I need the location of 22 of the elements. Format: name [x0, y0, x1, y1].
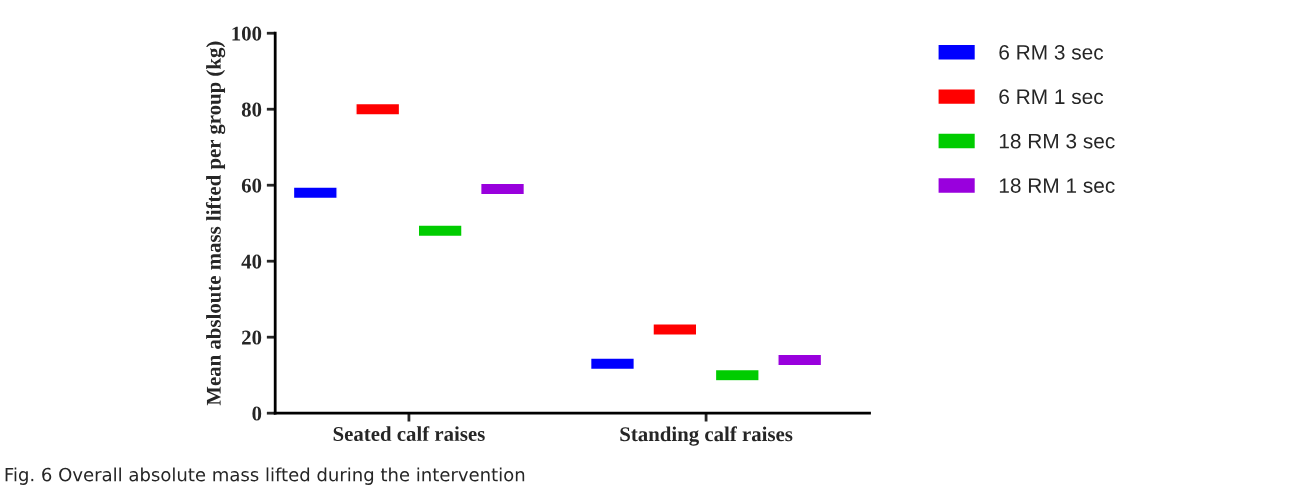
- bar: [777, 353, 823, 367]
- bar: [652, 323, 698, 336]
- y-tick-label: 0: [252, 406, 262, 421]
- bar: [714, 368, 760, 382]
- y-tick-label: 20: [242, 330, 262, 345]
- bar: [589, 357, 636, 371]
- y-tick-label: 80: [241, 102, 262, 117]
- bar: [292, 186, 338, 200]
- legend-label: 18 RM 1 sec: [999, 178, 1115, 193]
- bar: [479, 182, 526, 196]
- x-tick-label: Seated calf raises: [333, 426, 485, 442]
- y-axis-title: Mean absloute mass lifted per group (kg): [205, 41, 226, 406]
- bar: [355, 102, 401, 116]
- legend-label: 18 RM 3 sec: [999, 133, 1115, 149]
- y-tick-label: 100: [232, 26, 262, 41]
- legend-label: 6 RM 3 sec: [999, 44, 1104, 60]
- y-tick-label: 40: [241, 254, 262, 269]
- legend-label: 6 RM 1 sec: [999, 89, 1104, 105]
- x-tick-label: Standing calf raises: [620, 426, 793, 446]
- caption: Fig. 6 Overall absolute mass lifted during the intervention: [5, 467, 525, 485]
- y-tick-label: 60: [241, 178, 262, 193]
- bar: [417, 224, 463, 238]
